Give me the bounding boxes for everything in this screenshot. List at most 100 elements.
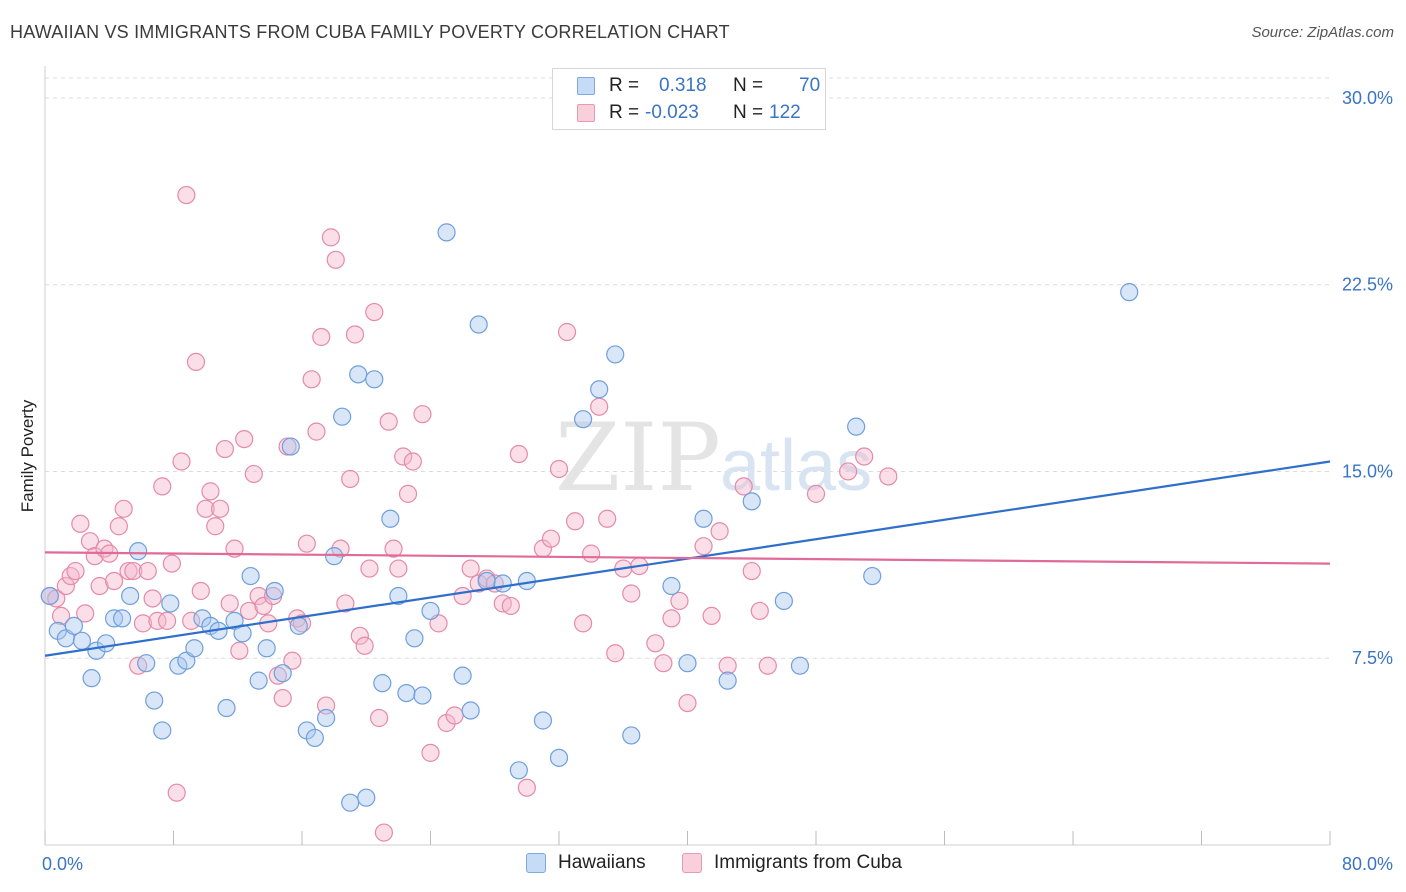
- y-tick-label: 22.5%: [1342, 275, 1393, 295]
- cuba-point: [360, 559, 379, 578]
- hawaiian-point: [72, 631, 92, 650]
- hawaiian-point: [257, 639, 276, 658]
- cuba-trend-line: [44, 551, 1331, 565]
- cuba-point: [517, 778, 536, 797]
- hawaiian-point: [742, 492, 761, 511]
- cuba-point: [379, 412, 398, 431]
- cuba-point: [167, 783, 186, 802]
- hawaiian-point: [129, 542, 148, 561]
- watermark-atlas: atlas: [720, 426, 872, 506]
- cuba-point: [148, 611, 167, 630]
- cuba-point: [268, 666, 288, 685]
- hawaiian-point: [469, 315, 488, 334]
- cuba-point: [292, 614, 312, 633]
- hawaiian-point: [533, 711, 553, 730]
- hawaiian-point: [549, 748, 569, 767]
- y-tick-label: 30.0%: [1342, 88, 1393, 108]
- cuba-point: [124, 561, 143, 581]
- hawaiian-point: [790, 656, 810, 675]
- source-label: Source: ZipAtlas.com: [1251, 24, 1394, 41]
- hawaiian-point: [281, 437, 300, 456]
- cuba-point: [307, 422, 326, 441]
- cuba-point: [541, 529, 561, 548]
- hawaiian-point: [325, 547, 344, 566]
- hawaiian-point: [718, 671, 737, 690]
- cuba-point: [384, 539, 403, 558]
- cuba-point: [297, 534, 316, 553]
- cuba-point: [662, 609, 681, 628]
- hawaiian-point: [662, 576, 681, 596]
- cuba-point: [230, 641, 249, 660]
- hawaiian-point: [694, 509, 713, 528]
- cuba-point: [654, 654, 673, 673]
- grid-lines: [45, 77, 1330, 659]
- cuba-point: [235, 429, 254, 449]
- hawaiian-point: [265, 581, 284, 601]
- cuba-point: [114, 499, 133, 518]
- cuba-point: [413, 405, 432, 424]
- hawaiian-point: [453, 666, 472, 685]
- hawaiian-point: [241, 566, 260, 586]
- cuba-point: [694, 537, 713, 556]
- hawaiian-point: [96, 634, 116, 653]
- legend-r-value: 0.318: [659, 75, 707, 96]
- cuba-point: [341, 469, 360, 489]
- legend-r-label: R =: [609, 75, 640, 96]
- hawaiian-point: [774, 591, 793, 611]
- legend-n-value: 70: [799, 75, 821, 96]
- hawaiian-point: [493, 574, 512, 593]
- cuba-point: [206, 517, 225, 536]
- cuba-point: [210, 499, 230, 518]
- hawaiian-point: [40, 586, 59, 606]
- cuba-point: [316, 696, 336, 715]
- hawaiian-point: [357, 788, 376, 807]
- hawaiian-point: [405, 629, 424, 648]
- hawaiian-point: [381, 509, 400, 528]
- cuba-point: [453, 586, 472, 606]
- cuba-point: [374, 823, 394, 842]
- cuba-point: [71, 514, 90, 533]
- cuba-point: [582, 544, 601, 563]
- hawaiian-point: [509, 761, 528, 780]
- hawaiian-point: [121, 586, 140, 606]
- chart-title: HAWAIIAN VS IMMIGRANTS FROM CUBA FAMILY …: [10, 22, 730, 42]
- cuba-point: [177, 185, 196, 205]
- cuba-point: [157, 611, 177, 630]
- cuba-point: [750, 601, 769, 621]
- cuba-point: [90, 576, 109, 596]
- cuba-point: [365, 302, 384, 322]
- cuba-point: [215, 439, 234, 459]
- hawaiian-point: [847, 417, 866, 436]
- cuba-point: [201, 482, 220, 501]
- cuba-point: [104, 571, 124, 591]
- legend-n-label: N =: [733, 102, 764, 123]
- watermark-zip: ZIP: [555, 404, 721, 513]
- cuba-point: [394, 447, 413, 466]
- cuba-point: [182, 611, 201, 630]
- cuba-point: [66, 561, 85, 581]
- legend-n-label: N =: [733, 75, 764, 96]
- cuba-point: [254, 596, 273, 616]
- legend-r-value: -0.023: [645, 102, 699, 123]
- cuba-points: [40, 185, 898, 842]
- y-tick-label: 7.5%: [1352, 648, 1393, 668]
- legend: R = 0.318 N = 70 R = -0.023 N = 122: [552, 68, 826, 130]
- cuba-point: [370, 708, 389, 728]
- hawaiian-point: [185, 639, 204, 658]
- cuba-point: [244, 464, 263, 484]
- hawaiian-point: [606, 345, 625, 364]
- cuba-point: [76, 604, 95, 623]
- hawaiian-point: [373, 674, 392, 693]
- cuba-point: [312, 327, 331, 347]
- cuba-point: [879, 467, 898, 486]
- axes: [44, 66, 1331, 846]
- cuba-point: [172, 452, 191, 471]
- cuba-point: [678, 693, 697, 713]
- cuba-point: [321, 228, 341, 247]
- hawaiian-point: [145, 691, 164, 710]
- cuba-point: [350, 626, 369, 645]
- hawaiian-point: [64, 616, 84, 635]
- cuba-point: [133, 614, 153, 633]
- cuba-point: [403, 452, 422, 471]
- cuba-point: [646, 634, 665, 653]
